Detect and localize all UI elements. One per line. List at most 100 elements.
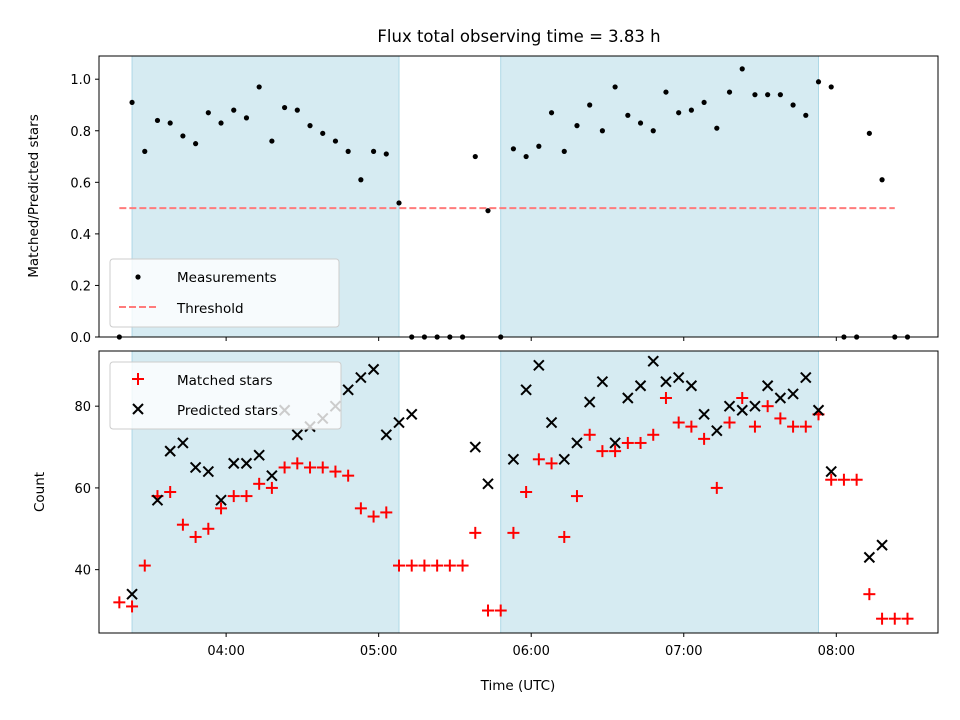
predicted-stars-point (266, 469, 278, 482)
matched-stars-point (278, 461, 291, 474)
measurement-point (129, 99, 135, 106)
matched-stars-point (520, 486, 533, 498)
matched-stars-point (825, 473, 838, 486)
matched-stars-point (748, 420, 761, 433)
predicted-stars-point (622, 392, 634, 404)
matched-stars-point (672, 416, 685, 429)
measurement-point (688, 107, 694, 113)
matched-stars-point (901, 612, 914, 625)
matched-stars-point (405, 559, 418, 572)
predicted-stars-point (520, 384, 532, 396)
measurement-point (154, 117, 161, 124)
x-tick-label: 07:00 (665, 644, 702, 659)
matched-stars-point (558, 530, 571, 543)
measurement-point (281, 104, 288, 111)
matched-stars-point (304, 461, 317, 474)
predicted-stars-point (596, 375, 609, 388)
chart-title: Flux total observing time = 3.83 h (377, 27, 660, 46)
measurement-point (243, 115, 250, 121)
x-tick-label: 05:00 (360, 644, 397, 659)
matched-stars-point (685, 420, 698, 433)
predicted-stars-point (672, 371, 685, 384)
matched-stars-point (736, 392, 749, 404)
measurement-point (485, 208, 491, 214)
y-tick-label: 0.0 (70, 331, 91, 346)
count-y-axis-label: Count (32, 472, 48, 512)
matched-stars-point (367, 510, 380, 523)
measurement-point (218, 120, 224, 126)
predicted-stars-point (406, 408, 418, 421)
matched-stars-point (316, 461, 329, 474)
legend-label-threshold: Threshold (176, 301, 244, 317)
count-legend: Matched stars Predicted stars (109, 361, 342, 430)
y-tick-label: 0.4 (70, 228, 91, 243)
measurement-point (294, 107, 300, 113)
matched-stars-point (431, 559, 444, 572)
legend-marker-matched (132, 373, 144, 385)
predicted-stars-point (151, 494, 164, 506)
measurement-point (523, 153, 529, 160)
measurement-point (599, 128, 606, 134)
predicted-stars-point (215, 494, 227, 506)
predicted-stars-point (825, 465, 837, 478)
predicted-stars-point (558, 453, 570, 466)
legend-marker-predicted (132, 403, 144, 415)
measurement-point (370, 148, 377, 154)
predicted-stars-point (126, 588, 138, 600)
measurement-point (663, 89, 669, 95)
matched-stars-point (863, 588, 876, 601)
measurement-point (790, 102, 796, 108)
predicted-stars-point (253, 449, 265, 461)
predicted-stars-point (533, 359, 545, 372)
matched-stars-point (354, 502, 367, 515)
count-panel-frame (98, 350, 939, 634)
measurement-point (269, 138, 275, 144)
count-panel: 40 60 80 04:00 05:00 06:00 07:00 08:00 Count M… (32, 350, 939, 659)
legend-label-measurements: Measurements (177, 270, 277, 286)
predicted-stars-point (647, 355, 659, 367)
x-tick-label: 08:00 (818, 644, 855, 659)
matched-stars-point (227, 490, 240, 503)
predicted-stars-point (761, 380, 774, 392)
matched-stars-point (469, 526, 482, 539)
predicted-stars-point (685, 380, 698, 392)
predicted-stars-point (240, 457, 253, 470)
matched-stars-point (876, 612, 889, 625)
shaded-interval (500, 55, 820, 338)
y-tick-label: 0.2 (70, 279, 91, 294)
matched-stars-point (380, 506, 393, 519)
legend-label-matched: Matched stars (177, 373, 273, 389)
predicted-stars-point (723, 400, 736, 412)
predicted-stars-point (469, 441, 481, 453)
legend-label-predicted: Predicted stars (177, 403, 278, 419)
measurement-point (828, 84, 834, 90)
matched-stars-point (138, 559, 151, 572)
predicted-stars-point (812, 404, 825, 416)
predicted-stars-point (800, 371, 812, 384)
matched-stars-point (481, 604, 494, 617)
matched-stars-point (443, 559, 456, 572)
predicted-stars-point (749, 400, 761, 412)
measurement-point (320, 130, 326, 136)
predicted-stars-point (583, 396, 596, 408)
matched-stars-point (329, 465, 342, 478)
measurement-point (561, 148, 567, 154)
measurement-point (536, 143, 542, 149)
matched-stars-point (698, 432, 711, 445)
predicted-stars-point (545, 416, 558, 429)
matched-stars-point (164, 486, 177, 498)
y-tick-label: 40 (74, 564, 91, 579)
matched-stars-point (113, 596, 126, 609)
measurement-point (548, 110, 555, 116)
predicted-stars-point (774, 392, 787, 404)
measurement-point (625, 112, 631, 118)
predicted-stars-point (189, 461, 202, 474)
x-tick-label: 04:00 (207, 644, 244, 659)
ratio-legend-box (109, 258, 340, 328)
matched-stars-point (710, 481, 723, 494)
predicted-stars-point (571, 437, 583, 449)
predicted-stars-point (177, 437, 189, 449)
measurement-point (307, 123, 313, 129)
matched-stars-point (761, 400, 774, 413)
